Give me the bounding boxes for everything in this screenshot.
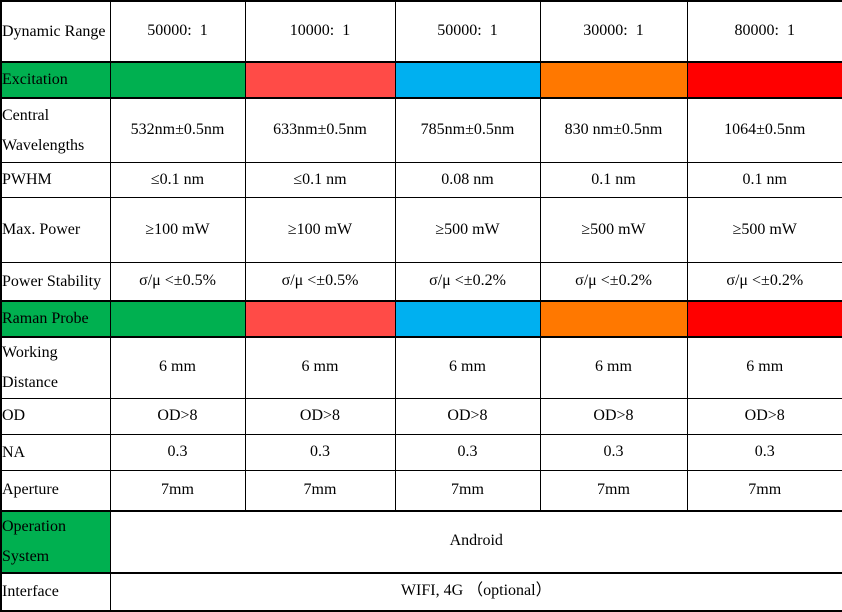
aperture-value: 7mm <box>109 469 246 512</box>
row-pwhm: PWHM ≤0.1 nm ≤0.1 nm 0.08 nm 0.1 nm 0.1 … <box>0 161 842 199</box>
max-power-value: ≥500 mW <box>539 197 688 264</box>
na-value: 0.3 <box>394 433 541 471</box>
power-stability-value: σ/μ <±0.5% <box>109 262 246 302</box>
aperture-value: 7mm <box>244 469 396 512</box>
row-label-raman-probe: Raman Probe <box>0 299 111 339</box>
od-value: OD>8 <box>394 397 541 435</box>
row-label-pwhm: PWHM <box>0 161 111 199</box>
raman-probe-band-cell-green <box>109 299 246 339</box>
row-label-na: NA <box>0 433 111 471</box>
working-distance-value: 6 mm <box>244 336 396 399</box>
row-label-od: OD <box>0 397 111 435</box>
max-power-value: ≥500 mW <box>394 197 541 264</box>
row-label-power-stability: Power Stability <box>0 262 111 302</box>
row-label-working-distance: Working Distance <box>0 336 111 399</box>
pwhm-value: ≤0.1 nm <box>244 161 396 199</box>
row-label-interface: Interface <box>0 572 111 612</box>
aperture-value: 7mm <box>686 469 842 512</box>
od-value: OD>8 <box>686 397 842 435</box>
central-wavelength-value: 1064±0.5nm <box>686 97 842 164</box>
interface-value: WIFI, 4G （optional） <box>109 572 842 612</box>
working-distance-value: 6 mm <box>109 336 246 399</box>
row-power-stability: Power Stability σ/μ <±0.5% σ/μ <±0.5% σ/… <box>0 262 842 302</box>
aperture-value: 7mm <box>394 469 541 512</box>
row-label-max-power: Max. Power <box>0 197 111 264</box>
pwhm-value: 0.1 nm <box>686 161 842 199</box>
working-distance-value: 6 mm <box>686 336 842 399</box>
row-excitation-color-band: Excitation <box>0 61 842 100</box>
dynamic-range-value: 30000: 1 <box>539 0 688 63</box>
operation-system-value: Android <box>109 509 842 574</box>
row-label-excitation: Excitation <box>0 61 111 100</box>
row-label-central-wavelengths: Central Wavelengths <box>0 97 111 164</box>
central-wavelength-value: 532nm±0.5nm <box>109 97 246 164</box>
power-stability-value: σ/μ <±0.2% <box>686 262 842 302</box>
excitation-band-cell-red <box>244 61 396 100</box>
central-wavelength-value: 785nm±0.5nm <box>394 97 541 164</box>
od-value: OD>8 <box>109 397 246 435</box>
na-value: 0.3 <box>686 433 842 471</box>
excitation-band-cell-green <box>109 61 246 100</box>
row-raman-probe-color-band: Raman Probe <box>0 299 842 339</box>
row-label-operation-system: Operation System <box>0 509 111 574</box>
row-aperture: Aperture 7mm 7mm 7mm 7mm 7mm <box>0 469 842 512</box>
pwhm-value: ≤0.1 nm <box>109 161 246 199</box>
excitation-band-cell-deep-red <box>686 61 842 100</box>
raman-probe-band-cell-blue <box>394 299 541 339</box>
power-stability-value: σ/μ <±0.2% <box>394 262 541 302</box>
max-power-value: ≥100 mW <box>109 197 246 264</box>
working-distance-value: 6 mm <box>394 336 541 399</box>
aperture-value: 7mm <box>539 469 688 512</box>
na-value: 0.3 <box>539 433 688 471</box>
row-label-dynamic-range: Dynamic Range <box>0 0 111 63</box>
central-wavelength-value: 830 nm±0.5nm <box>539 97 688 164</box>
od-value: OD>8 <box>244 397 396 435</box>
od-value: OD>8 <box>539 397 688 435</box>
excitation-band-cell-blue <box>394 61 541 100</box>
power-stability-value: σ/μ <±0.5% <box>244 262 396 302</box>
working-distance-value: 6 mm <box>539 336 688 399</box>
raman-probe-band-cell-orange <box>539 299 688 339</box>
dynamic-range-value: 50000: 1 <box>394 0 541 63</box>
row-central-wavelengths: Central Wavelengths 532nm±0.5nm 633nm±0.… <box>0 97 842 164</box>
na-value: 0.3 <box>109 433 246 471</box>
row-working-distance: Working Distance 6 mm 6 mm 6 mm 6 mm 6 m… <box>0 336 842 399</box>
power-stability-value: σ/μ <±0.2% <box>539 262 688 302</box>
raman-probe-band-cell-red <box>244 299 396 339</box>
max-power-value: ≥100 mW <box>244 197 396 264</box>
central-wavelength-value: 633nm±0.5nm <box>244 97 396 164</box>
excitation-band-cell-orange <box>539 61 688 100</box>
na-value: 0.3 <box>244 433 396 471</box>
dynamic-range-value: 10000: 1 <box>244 0 396 63</box>
row-operation-system: Operation System Android <box>0 509 842 574</box>
row-max-power: Max. Power ≥100 mW ≥100 mW ≥500 mW ≥500 … <box>0 197 842 264</box>
pwhm-value: 0.08 nm <box>394 161 541 199</box>
row-interface: Interface WIFI, 4G （optional） <box>0 572 842 612</box>
raman-probe-band-cell-deep-red <box>686 299 842 339</box>
row-na: NA 0.3 0.3 0.3 0.3 0.3 <box>0 433 842 471</box>
pwhm-value: 0.1 nm <box>539 161 688 199</box>
row-dynamic-range: Dynamic Range 50000: 1 10000: 1 50000: 1… <box>0 0 842 63</box>
row-label-aperture: Aperture <box>0 469 111 512</box>
max-power-value: ≥500 mW <box>686 197 842 264</box>
dynamic-range-value: 80000: 1 <box>686 0 842 63</box>
row-od: OD OD>8 OD>8 OD>8 OD>8 OD>8 <box>0 397 842 435</box>
dynamic-range-value: 50000: 1 <box>109 0 246 63</box>
